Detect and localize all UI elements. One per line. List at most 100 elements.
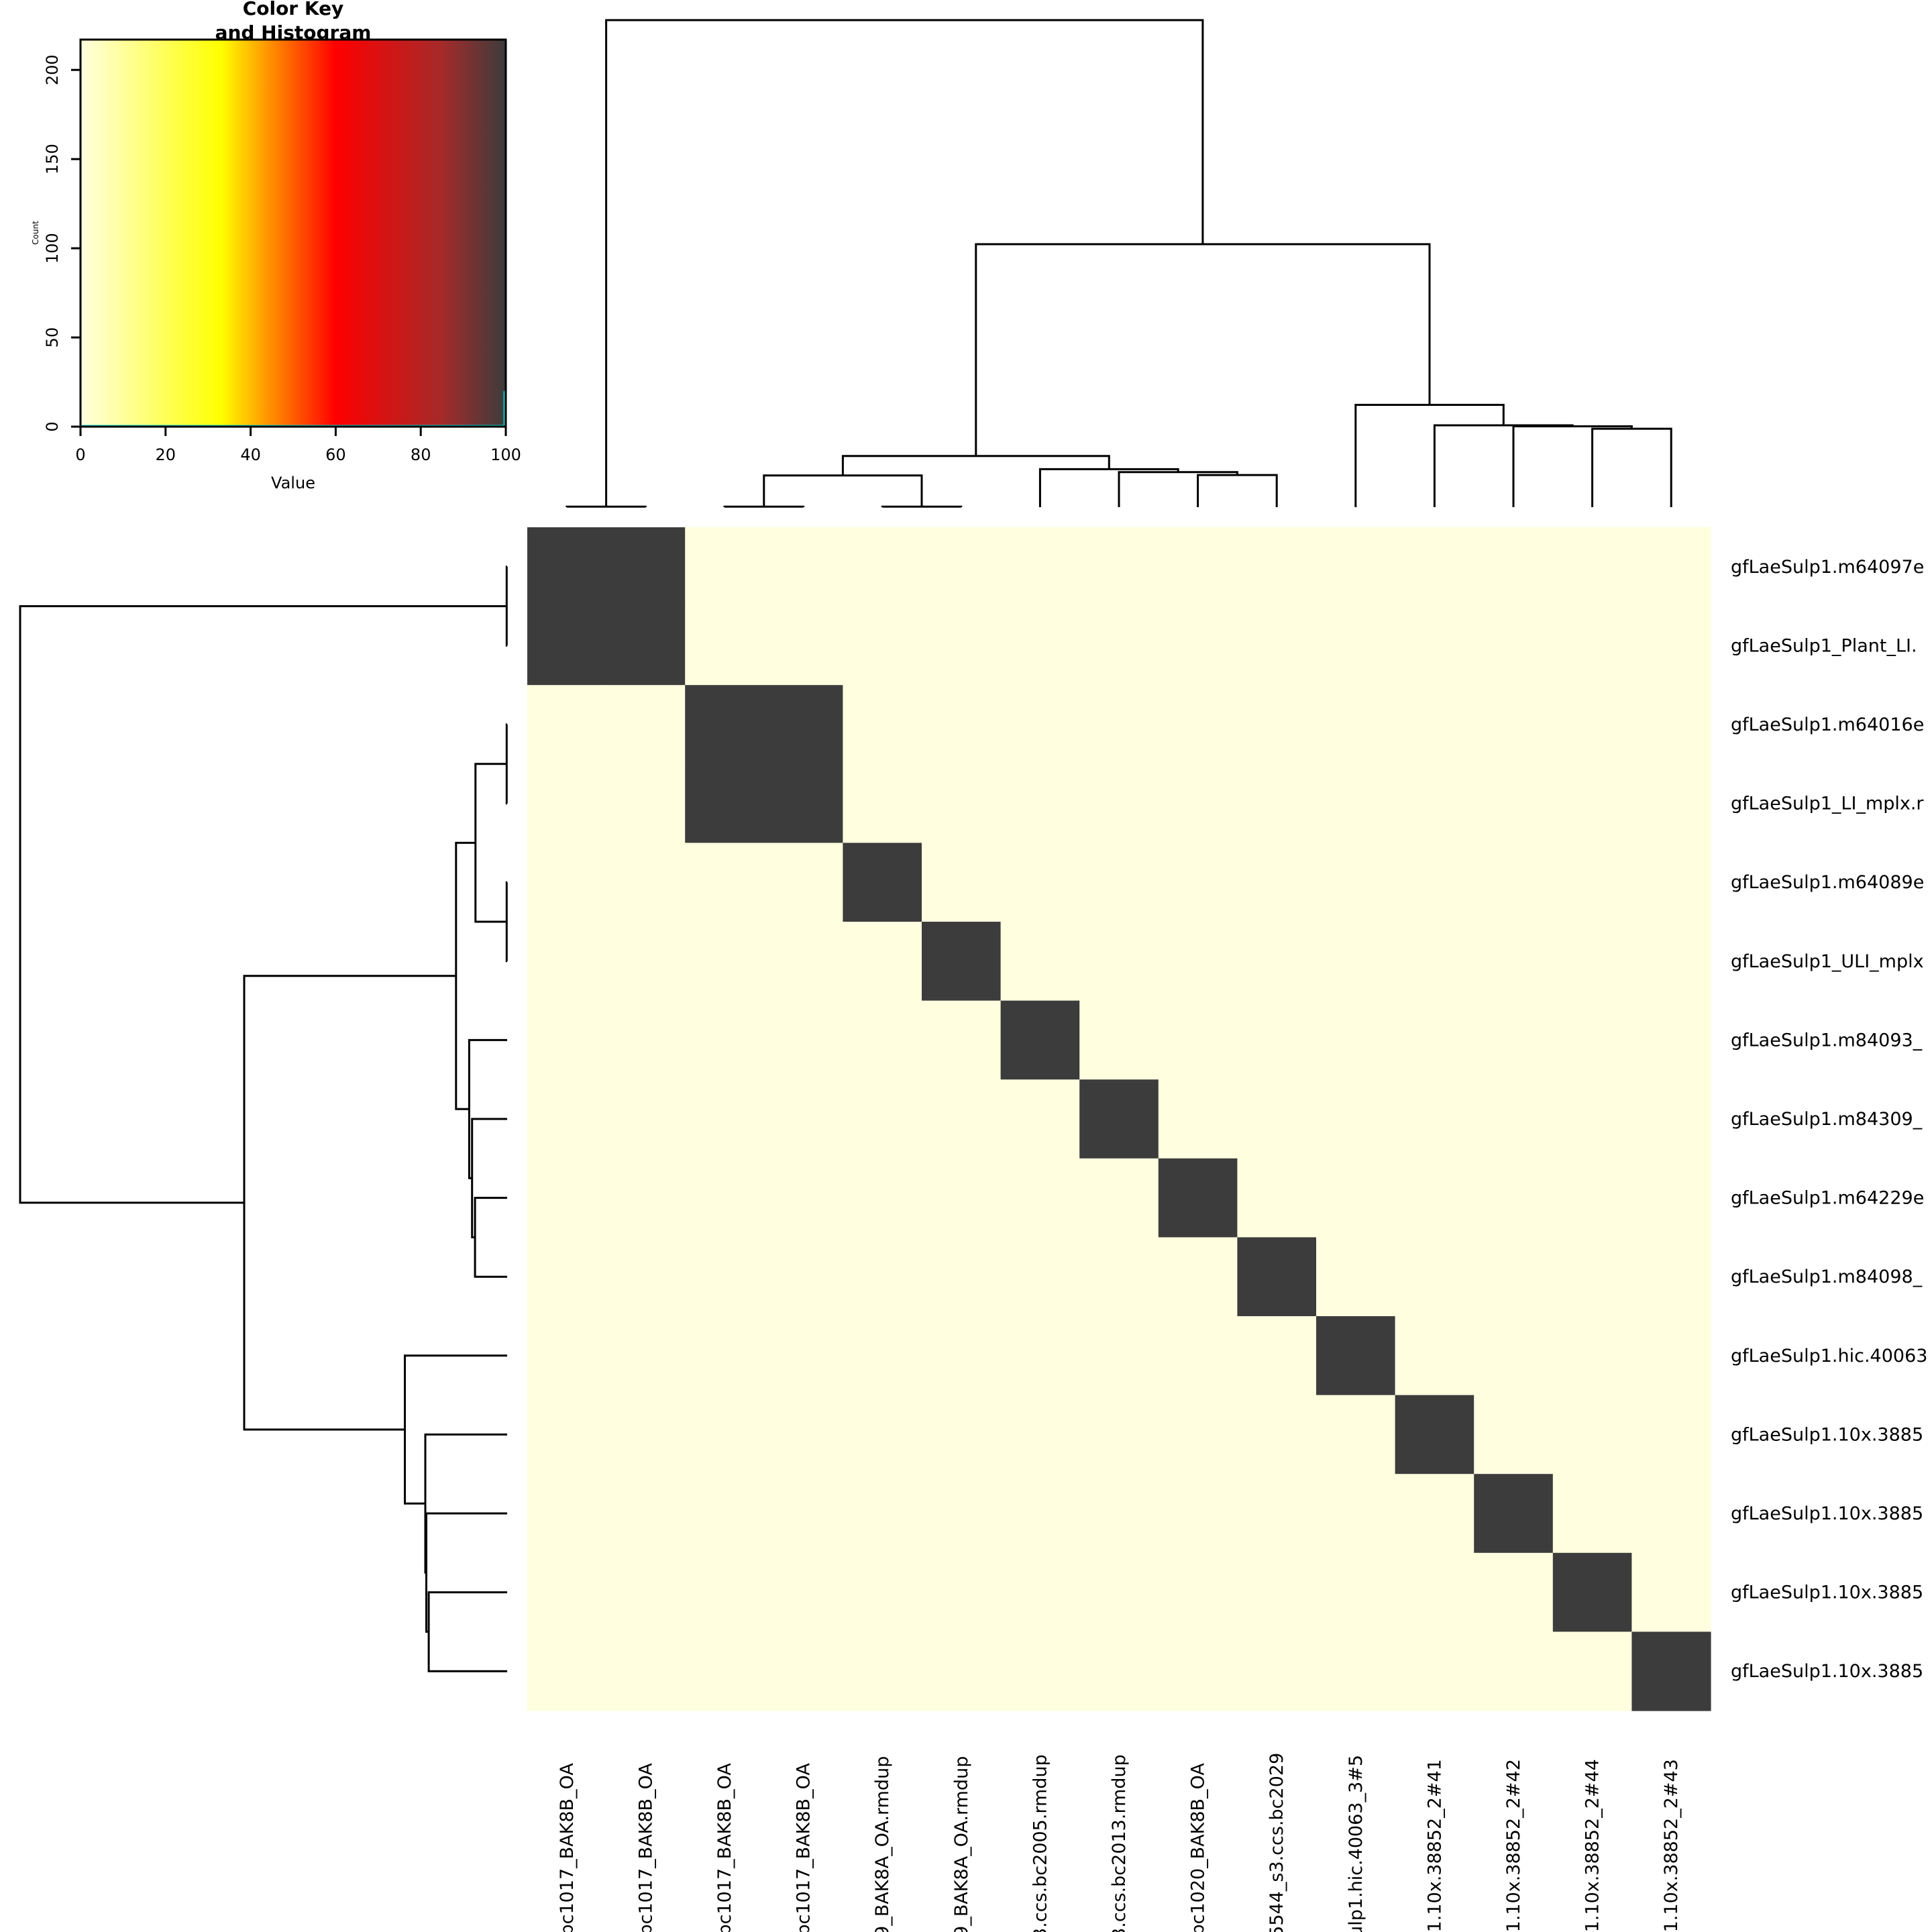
row-label-13: gfLaeSulp1.10x.3885 [1731,1503,1923,1524]
heatmap-cell-r4-c14 [1552,763,1632,843]
heatmap-cell-r8-c9 [1158,1079,1238,1159]
color-key-x-tick-40: 40 [240,445,261,464]
column-label-12: lp1.10x.38852_2#41 [1424,1759,1445,1932]
col-dendrogram-merge-3 [881,505,963,508]
column-label-14: lp1.10x.38852_2#44 [1582,1759,1603,1932]
heatmap-cell-r14-c4 [763,1552,843,1632]
heatmap-cell-r10-c11 [1316,1237,1396,1317]
heatmap-cell-r13-c7 [1000,1474,1080,1554]
heatmap-cell-r3-c11 [1316,685,1396,765]
heatmap-cell-r6-c5 [843,922,922,1002]
heatmap-cell-r7-c1 [527,1000,607,1080]
heatmap-cell-r5-c5 [843,843,922,922]
heatmap-cell-r11-c3 [685,1316,765,1396]
heatmap-cell-r2-c14 [1552,606,1632,686]
row-label-8: gfLaeSulp1.m84309_ [1731,1109,1923,1130]
heatmap-cell-r6-c15 [1631,922,1711,1002]
heatmap-cell-r15-c9 [1158,1631,1238,1711]
heatmap-cell-r3-c1 [527,685,607,765]
heatmap-cell-r9-c4 [763,1158,843,1238]
heatmap-cell-r2-c1 [527,606,607,686]
heatmap-cell-r9-c11 [1316,1158,1396,1238]
heatmap-cell-r7-c8 [1079,1000,1159,1080]
column-label-5: 09_BAK8A_OA.rmdup [872,1756,893,1932]
heatmap-cell-r13-c12 [1395,1474,1474,1554]
column-label-8: s3.ccs.bc2013.rmdup [1109,1754,1130,1932]
heatmap-cell-r4-c10 [1237,763,1317,843]
column-label-11: Sulp1.hic.40063_3#5 [1346,1755,1366,1932]
column-label-3: --bc1017_BAK8B_OA [714,1763,735,1932]
heatmap-cell-r5-c8 [1079,843,1159,922]
heatmap-cell-r12-c11 [1316,1395,1396,1474]
heatmap-cell-r12-c6 [922,1395,1002,1474]
heatmap-cell-r10-c8 [1079,1237,1159,1317]
heatmap-cell-r11-c12 [1395,1316,1474,1396]
heatmap-cell-r9-c12 [1395,1158,1474,1238]
heatmap-cell-r7-c10 [1237,1000,1317,1080]
heatmap-cell-r7-c7 [1000,1000,1080,1080]
heatmap-cell-r8-c3 [685,1079,765,1159]
heatmap-cell-r13-c11 [1316,1474,1396,1554]
column-label-2: --bc1017_BAK8B_OA [635,1763,656,1932]
heatmap-cell-r3-c12 [1395,685,1474,765]
heatmap-cell-r4-c2 [606,763,686,843]
column-label-9: --bc1020_BAK8B_OA [1188,1763,1209,1932]
heatmap-cell-r6-c4 [763,922,843,1002]
row-label-3: gfLaeSulp1.m64016e [1731,714,1924,735]
heatmap-cell-r4-c1 [527,763,607,843]
color-key-y-tick-50: 50 [43,327,62,348]
heatmap-cell-r5-c2 [606,843,686,922]
heatmap-cell-r12-c15 [1631,1395,1711,1474]
color-key-x-tick-100: 100 [490,445,521,464]
heatmap-cell-r5-c6 [922,843,1002,922]
heatmap-cell-r9-c13 [1474,1158,1554,1238]
heatmap-cell-r8-c6 [922,1079,1002,1159]
heatmap-cell-r11-c14 [1552,1316,1632,1396]
heatmap-cell-r14-c15 [1631,1552,1711,1632]
col-dendrogram-merge-2 [723,505,805,508]
heatmap-cell-r4-c12 [1395,763,1474,843]
row-labels: gfLaeSulp1.m64097e gfLaeSulp1_Plant_LI.gf… [1731,557,1927,1682]
heatmap-cell-r2-c12 [1395,606,1474,686]
column-label-15: lp1.10x.38852_2#43 [1661,1759,1682,1932]
heatmap-cell-r5-c10 [1237,843,1317,922]
row-label-10: gfLaeSulp1.m84098_ [1731,1267,1923,1287]
heatmap-cell-r11-c7 [1000,1316,1080,1396]
heatmap-cell-r10-c7 [1000,1237,1080,1317]
heatmap-cell-r5-c11 [1316,843,1396,922]
heatmap-cell-r5-c14 [1552,843,1632,922]
heatmap-cell-r15-c4 [763,1631,843,1711]
heatmap-cell-r7-c13 [1474,1000,1554,1080]
heatmap-cell-r4-c5 [843,763,922,843]
row-label-7: gfLaeSulp1.m84093_ [1731,1030,1923,1051]
heatmap-cell-r8-c4 [763,1079,843,1159]
heatmap-cell-r12-c12 [1395,1395,1474,1474]
heatmap-cell-r4-c13 [1474,763,1554,843]
col-dendrogram-merge-1 [566,505,647,508]
heatmap-cell-r2-c10 [1237,606,1317,686]
row-label-14: gfLaeSulp1.10x.3885 [1731,1582,1923,1603]
heatmap-cell-r14-c10 [1237,1552,1317,1632]
heatmap-cell-r8-c8 [1079,1079,1159,1159]
heatmap-cell-r14-c8 [1079,1552,1159,1632]
color-key-x-tick-60: 60 [325,445,346,464]
heatmap-cell-r2-c11 [1316,606,1396,686]
heatmap-cell-r15-c7 [1000,1631,1080,1711]
heatmap-cell-r12-c14 [1552,1395,1632,1474]
heatmap-cell-r13-c3 [685,1474,765,1554]
heatmap-cell-r15-c13 [1474,1631,1554,1711]
row-label-15: gfLaeSulp1.10x.3885 [1731,1661,1923,1682]
row-dendrogram-merge-2 [505,723,508,805]
heatmap-cell-r7-c12 [1395,1000,1474,1080]
heatmap-cell-r8-c2 [606,1079,686,1159]
heatmap-cell-r1-c1 [527,527,607,607]
color-key-x-label: Value [271,474,315,492]
heatmap-cell-r6-c3 [685,922,765,1002]
heatmap-cell-r14-c11 [1316,1552,1396,1632]
heatmap-cell-r4-c11 [1316,763,1396,843]
heatmap-cell-r8-c13 [1474,1079,1554,1159]
row-label-12: gfLaeSulp1.10x.3885 [1731,1424,1923,1445]
column-label-10: 15544_s3.ccs.bc2029 [1267,1753,1287,1932]
heatmap-cell-r6-c1 [527,922,607,1002]
heatmap-cell-r8-c7 [1000,1079,1080,1159]
